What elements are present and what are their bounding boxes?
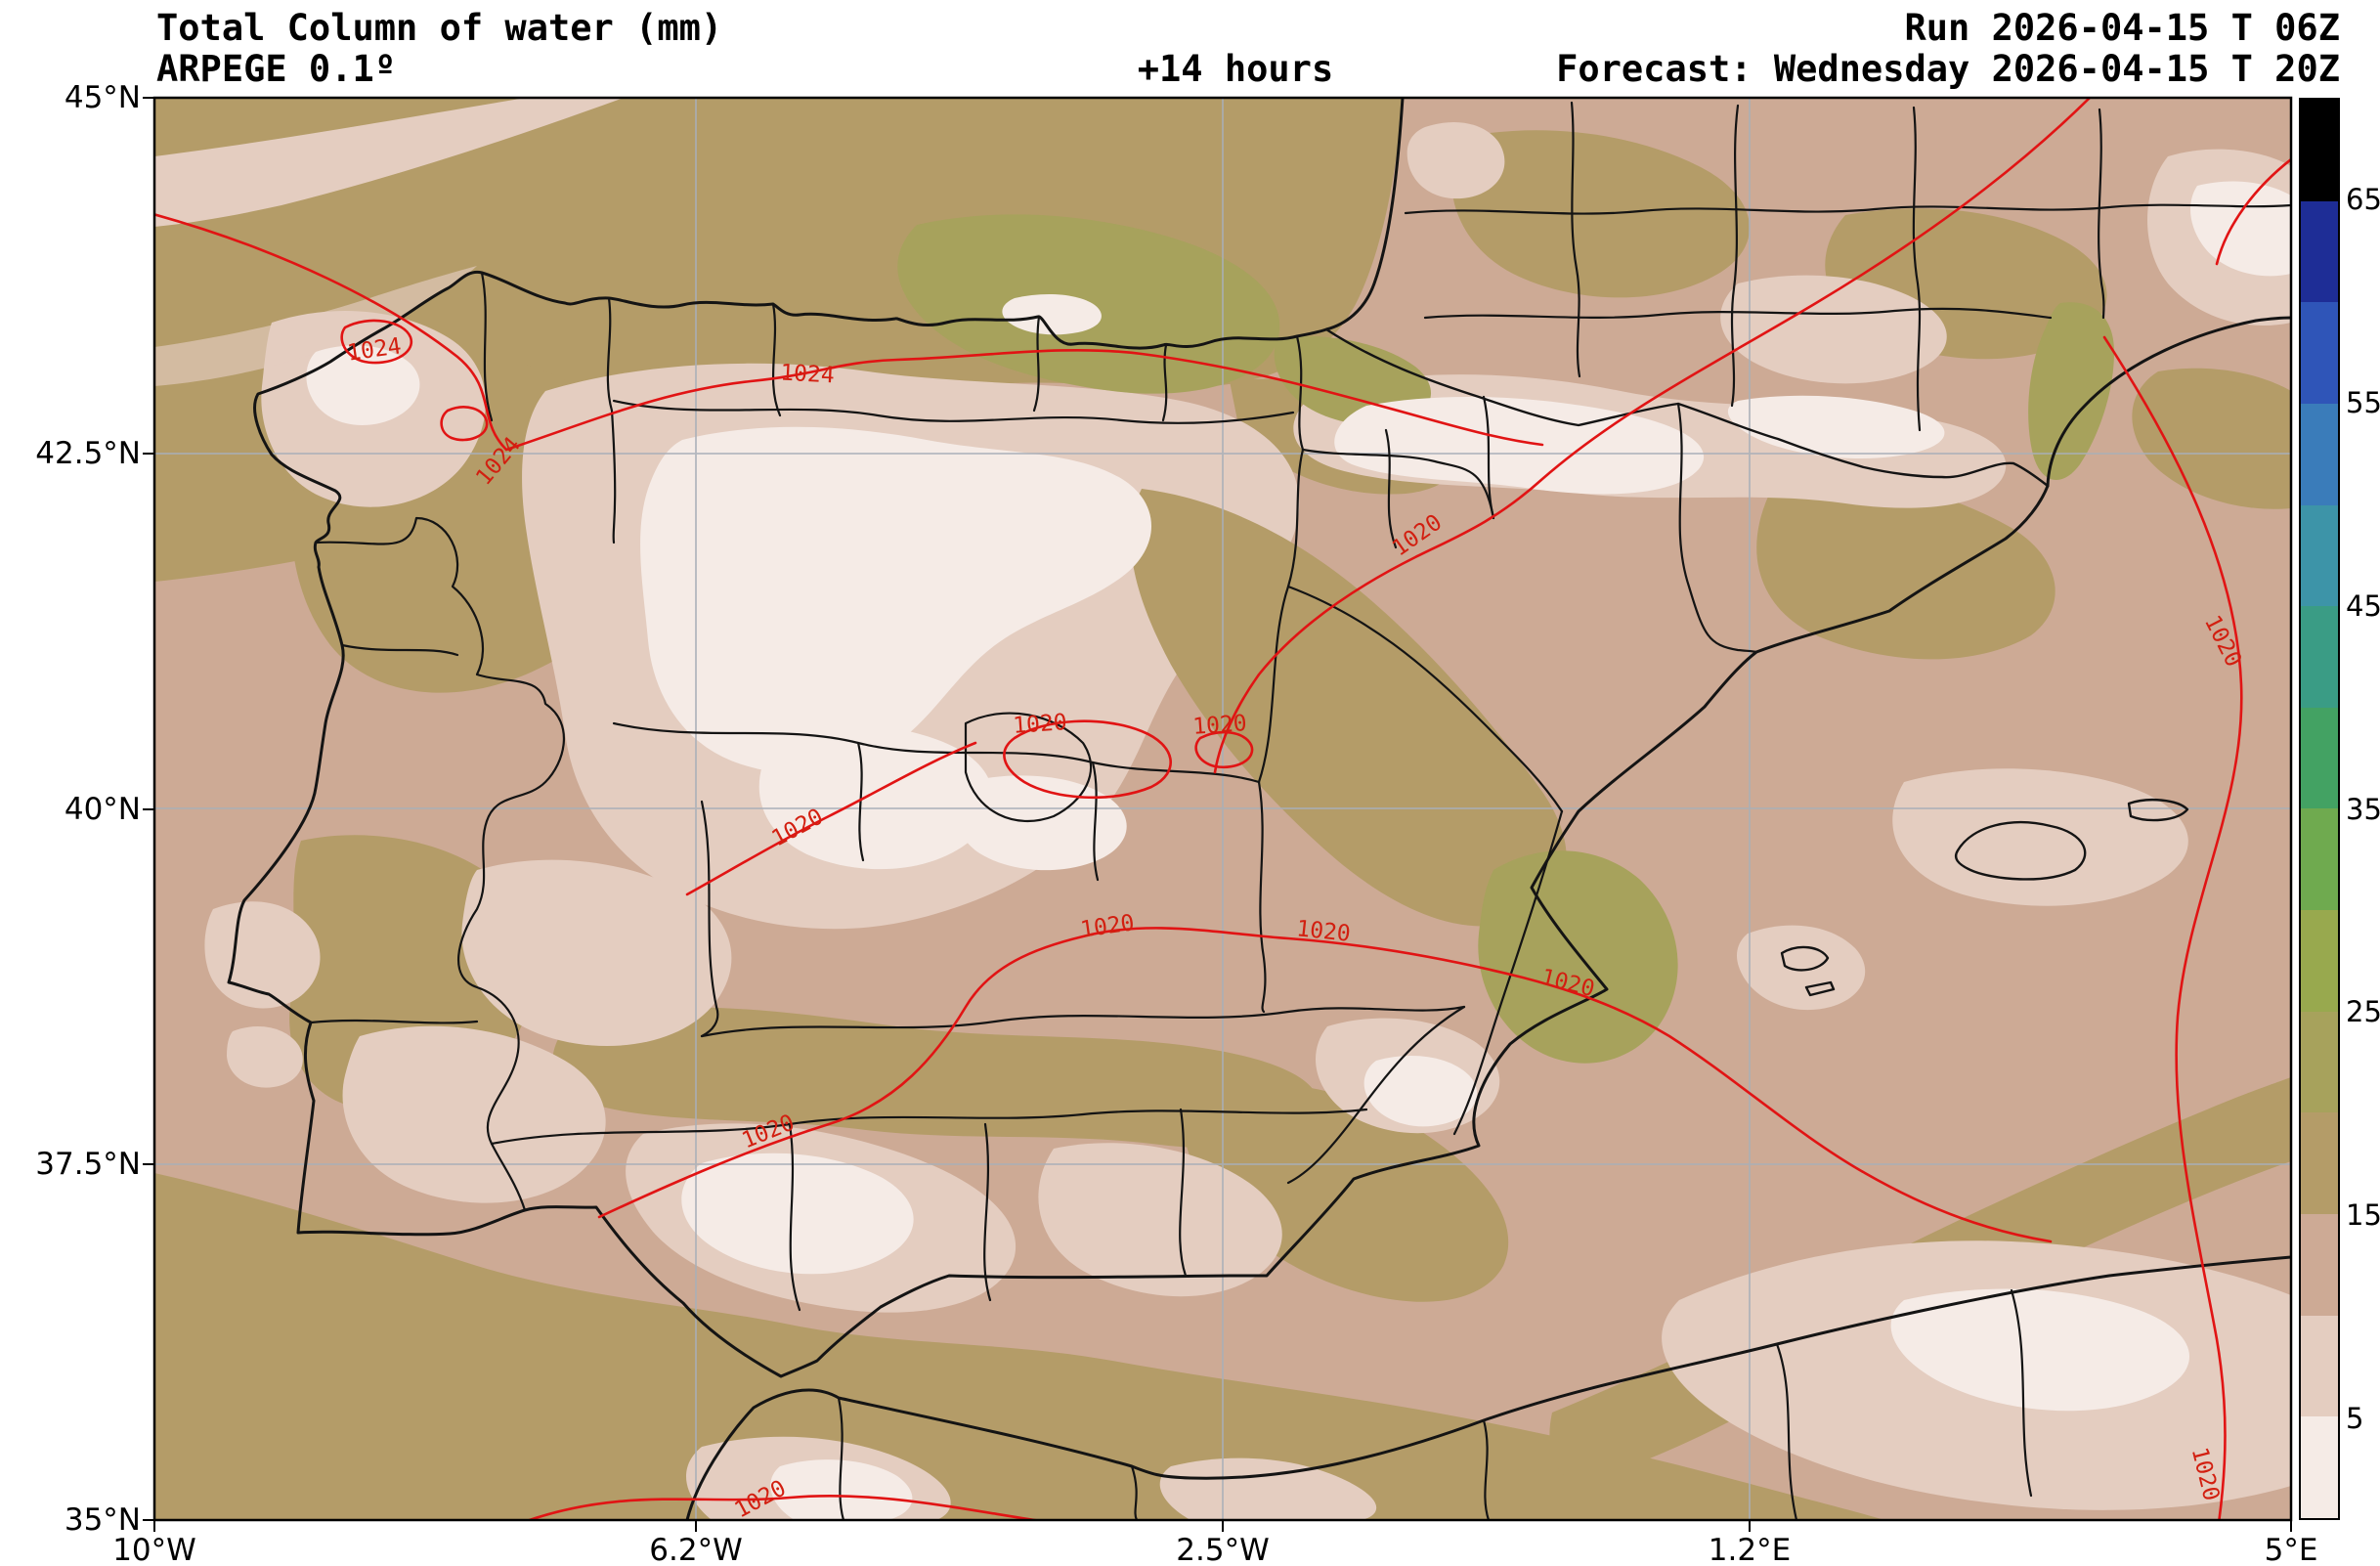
- colorbar-segment: [2301, 100, 2338, 201]
- x-tick-label: 6.2°W: [649, 1533, 743, 1566]
- map-isobars-layer: [154, 98, 2291, 1520]
- lead-time-label: +14 hours: [1137, 48, 1334, 90]
- colorbar-tick-label: 65: [2346, 183, 2380, 216]
- y-tick-mark: [143, 453, 154, 455]
- colorbar-segment: [2301, 1214, 2338, 1316]
- colorbar-segment: [2301, 302, 2338, 404]
- x-tick-label: 5°E: [2264, 1533, 2318, 1566]
- colorbar-segment: [2301, 1416, 2338, 1518]
- y-tick-mark: [143, 1163, 154, 1165]
- colorbar-segment: [2301, 606, 2338, 708]
- x-tick-mark: [153, 1520, 155, 1532]
- map-gridlines: [154, 98, 2291, 1520]
- colorbar-tick-label: 15: [2346, 1198, 2380, 1232]
- colorbar-tick-label: 55: [2346, 386, 2380, 419]
- y-tick-mark: [143, 1519, 154, 1521]
- y-tick-label: 37.5°N: [35, 1147, 141, 1182]
- colorbar-tick-label: 45: [2346, 589, 2380, 623]
- x-tick-mark: [2290, 1520, 2292, 1532]
- x-tick-mark: [695, 1520, 697, 1532]
- colorbar-segment: [2301, 910, 2338, 1012]
- colorbar-tick-label: 5: [2346, 1402, 2364, 1435]
- x-tick-mark: [1222, 1520, 1224, 1532]
- map-boundaries-layer: [227, 98, 2291, 1520]
- colorbar-segment: [2301, 1112, 2338, 1215]
- x-tick-label: 10°W: [112, 1533, 196, 1566]
- colorbar-segment: [2301, 1315, 2338, 1417]
- colorbar-tick-labels: 65 55 45 35 25 15 5: [2346, 0, 2380, 1566]
- y-tick-mark: [143, 808, 154, 810]
- colorbar-tick-label: 25: [2346, 995, 2380, 1028]
- y-tick-label: 40°N: [64, 792, 141, 827]
- y-tick-mark: [143, 97, 154, 99]
- colorbar-segment: [2301, 808, 2338, 911]
- colorbar-segment: [2301, 200, 2338, 303]
- y-axis: 45°N 42.5°N 40°N 37.5°N 35°N: [0, 0, 154, 1566]
- y-tick-label: 35°N: [64, 1502, 141, 1538]
- colorbar-segment: [2301, 1011, 2338, 1113]
- x-tick-mark: [1749, 1520, 1751, 1532]
- model-label: ARPEGE 0.1º: [156, 48, 397, 90]
- x-tick-label: 1.2°E: [1708, 1533, 1792, 1566]
- colorbar-segment: [2301, 403, 2338, 505]
- x-tick-label: 2.5°W: [1176, 1533, 1270, 1566]
- y-tick-label: 45°N: [64, 80, 141, 115]
- colorbar-segments: [2299, 98, 2340, 1520]
- forecast-label: Forecast: Wednesday 2026-04-15 T 20Z: [1556, 48, 2340, 90]
- page-title: Total Column of water (mm): [156, 7, 723, 49]
- colorbar-tick-label: 35: [2346, 793, 2380, 826]
- x-axis: 10°W 6.2°W 2.5°W 1.2°E 5°E: [0, 1520, 2380, 1566]
- colorbar-segment: [2301, 504, 2338, 607]
- y-tick-label: 42.5°N: [35, 436, 141, 471]
- run-label: Run 2026-04-15 T 06Z: [1904, 7, 2340, 49]
- colorbar-segment: [2301, 707, 2338, 809]
